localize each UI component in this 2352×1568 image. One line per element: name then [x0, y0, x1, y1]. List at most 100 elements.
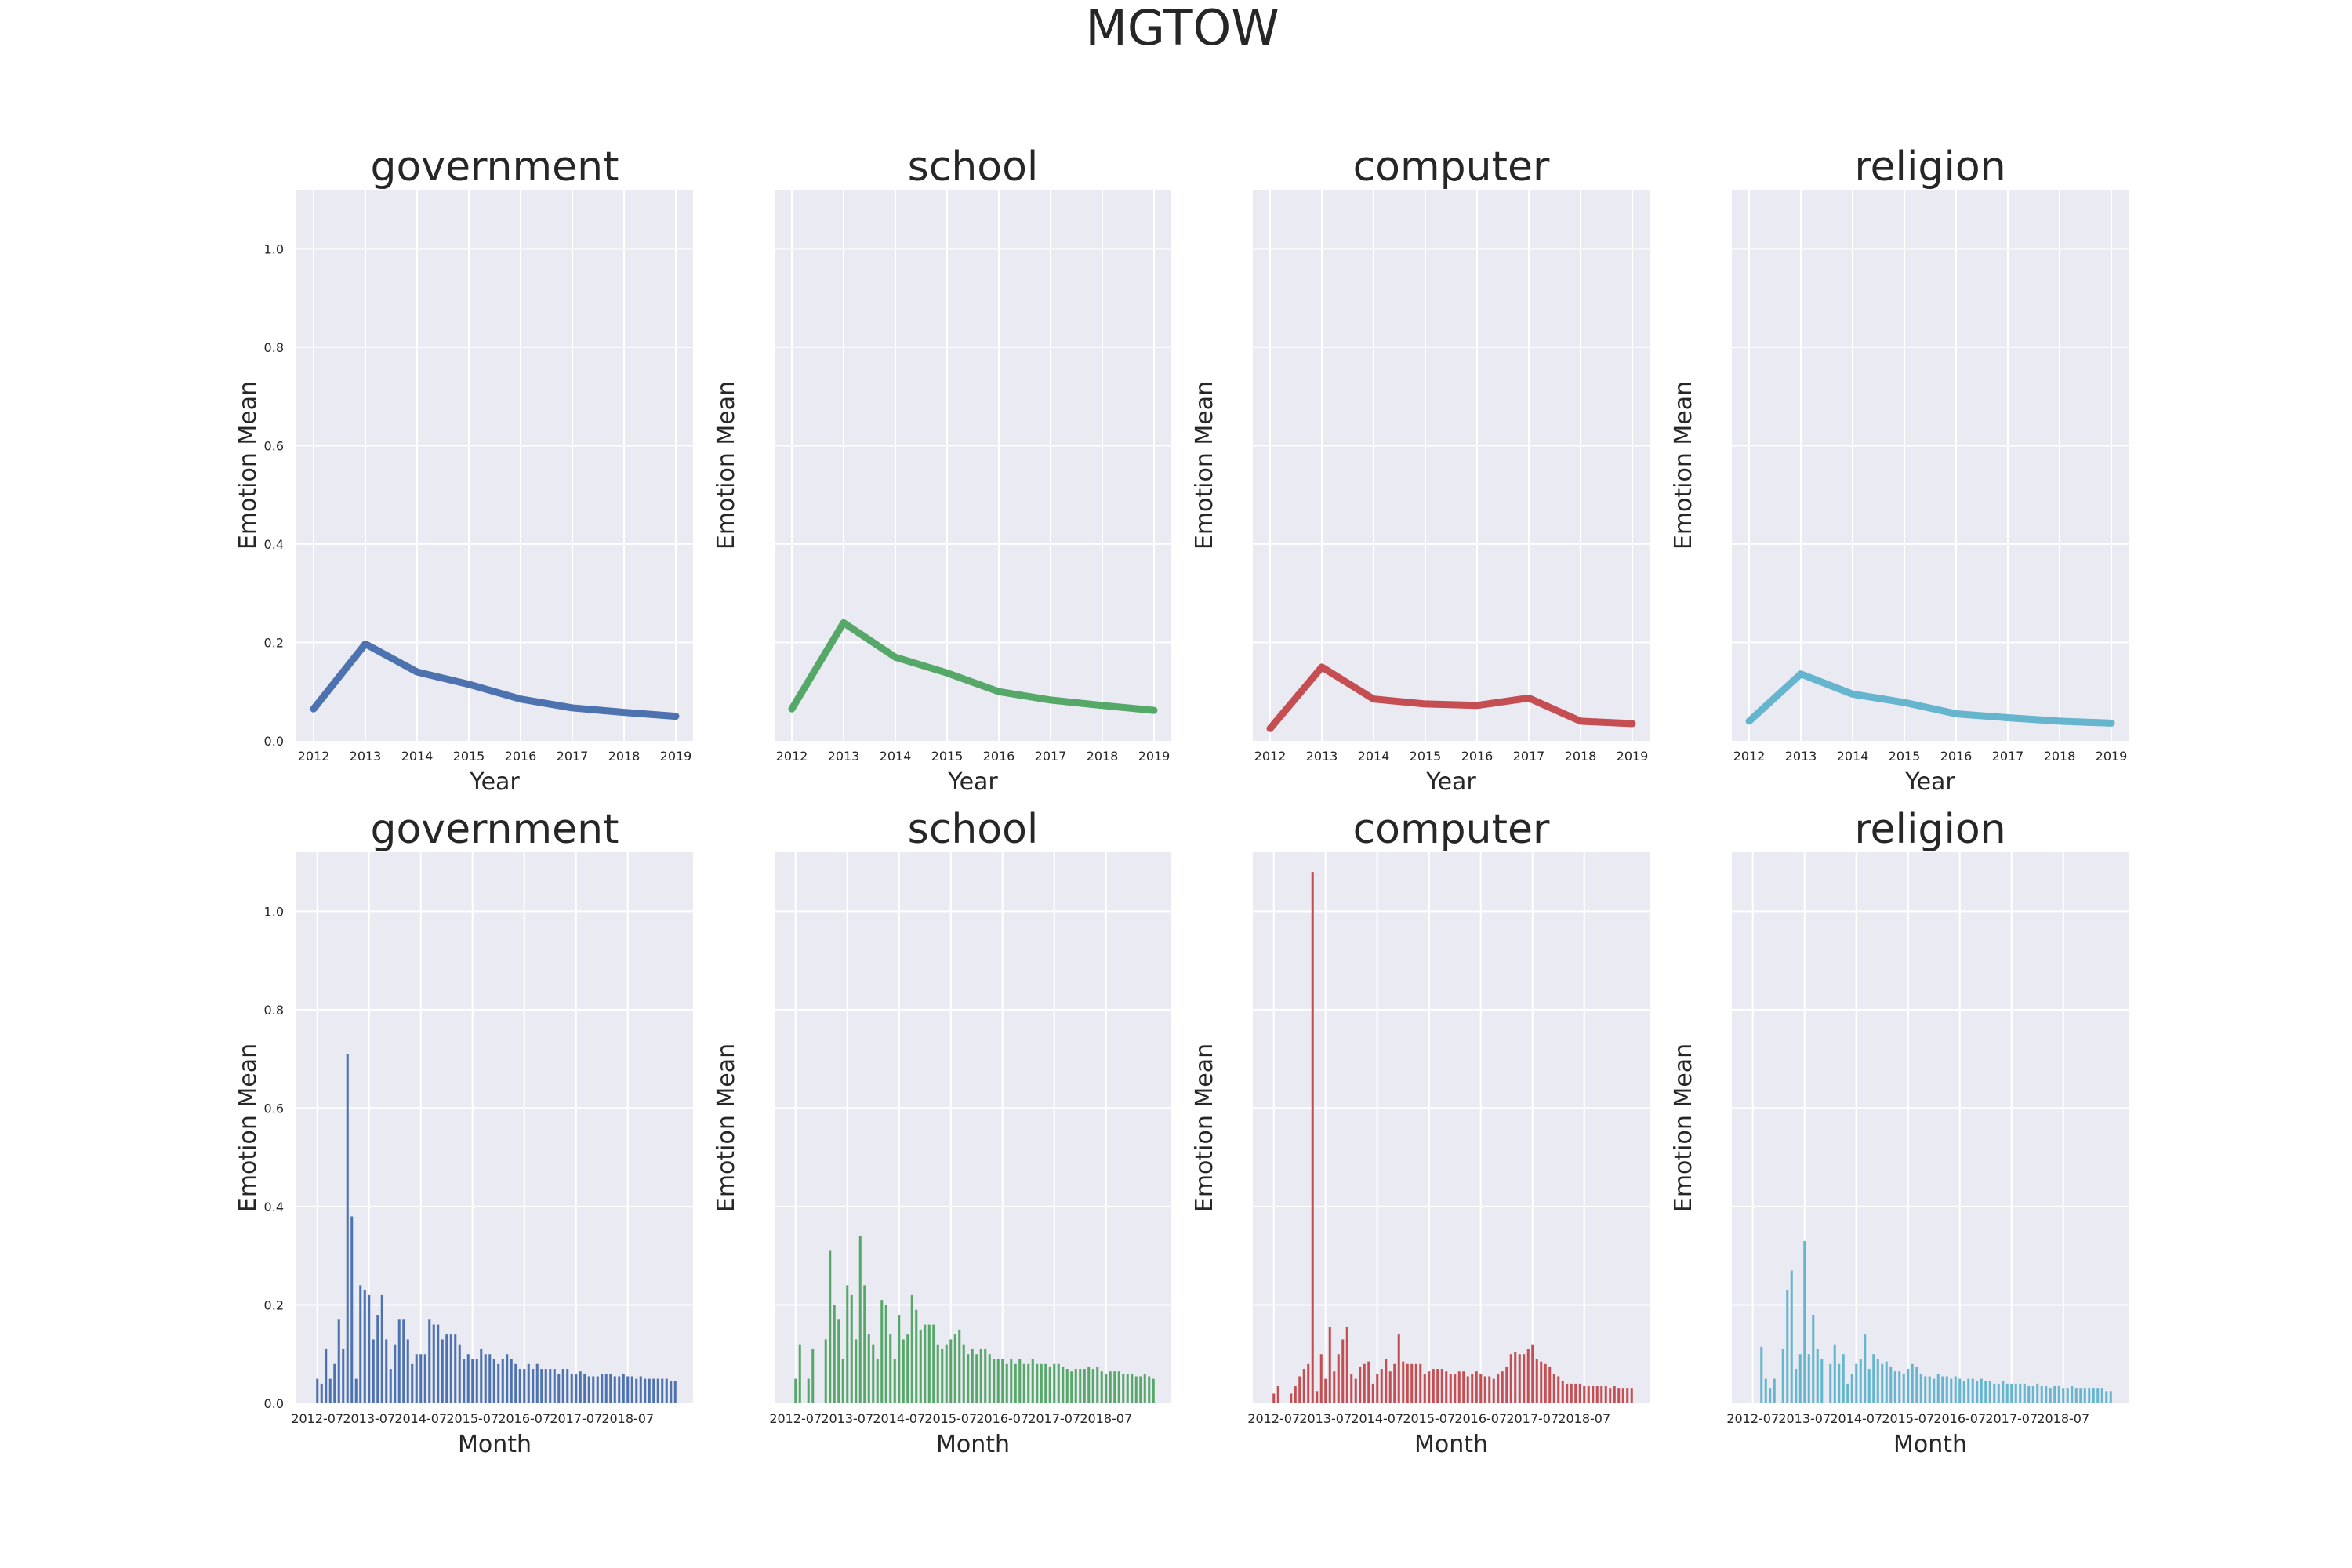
data-point: [997, 690, 1000, 693]
bar: [497, 1363, 500, 1403]
bar: [1893, 1371, 1896, 1403]
bar: [1816, 1348, 1819, 1403]
x-tick-label: 2014-07: [394, 1411, 447, 1426]
bar: [1397, 1334, 1400, 1403]
bar: [544, 1369, 547, 1403]
bar: [1083, 1369, 1086, 1403]
bar: [988, 1354, 991, 1403]
series-line: [788, 619, 1158, 714]
panel-title: school: [908, 143, 1039, 191]
bar: [484, 1354, 487, 1403]
bar: [1984, 1381, 1987, 1403]
bar: [1031, 1359, 1034, 1403]
bar: [466, 1354, 470, 1403]
y-tick-label: 0.8: [264, 340, 284, 355]
bar: [492, 1359, 495, 1403]
bar: [1898, 1371, 1901, 1403]
bar: [380, 1294, 383, 1403]
bar: [1988, 1381, 1991, 1403]
bar: [829, 1250, 832, 1403]
bar: [1971, 1378, 1974, 1403]
bar: [626, 1376, 630, 1403]
bar: [975, 1354, 978, 1403]
data-point: [519, 698, 522, 701]
bar: [876, 1359, 879, 1403]
bar: [397, 1319, 401, 1403]
bar: [902, 1339, 905, 1403]
bar: [423, 1354, 426, 1403]
bar: [1449, 1374, 1452, 1403]
bar: [415, 1354, 418, 1403]
panel-title: government: [370, 143, 619, 191]
panel-yearly-religion: religion Year Emotion Mean 2012 2013 2014 2015…: [1670, 143, 2129, 796]
bar: [2049, 1388, 2052, 1403]
bar: [841, 1359, 844, 1403]
bar: [915, 1309, 918, 1403]
bar: [794, 1378, 797, 1403]
bar: [463, 1359, 466, 1403]
bar: [1945, 1376, 1948, 1403]
x-tick-label: 2014: [1358, 749, 1390, 764]
panel-title: religion: [1854, 143, 2005, 191]
data-point: [1851, 692, 1854, 695]
bar: [1074, 1369, 1077, 1403]
bar: [1010, 1359, 1013, 1403]
bar: [1457, 1371, 1461, 1403]
x-tick-label: 2014: [401, 749, 434, 764]
bar: [1876, 1359, 1879, 1403]
bar: [389, 1369, 392, 1403]
bar: [506, 1354, 509, 1403]
y-tick-label: 1.0: [264, 241, 284, 256]
y-axis-label: Emotion Mean: [234, 1044, 262, 1212]
bar: [1126, 1374, 1129, 1403]
bar: [1790, 1270, 1793, 1403]
bar: [1307, 1363, 1310, 1403]
bar: [428, 1319, 431, 1403]
bar: [1117, 1371, 1120, 1403]
bar: [932, 1324, 935, 1403]
bar: [824, 1339, 827, 1403]
bar: [1760, 1346, 1763, 1403]
data-point: [1372, 698, 1375, 701]
bar: [570, 1374, 573, 1403]
x-tick-label: 2012: [298, 749, 330, 764]
bar: [1001, 1359, 1004, 1403]
y-tick-label: 0.6: [264, 1101, 284, 1116]
bar: [945, 1344, 948, 1403]
bar: [1139, 1376, 1142, 1403]
bar: [432, 1324, 435, 1403]
y-axis-label: Emotion Mean: [1191, 1044, 1218, 1212]
bar: [328, 1378, 332, 1403]
bar: [1941, 1376, 1944, 1403]
bar: [1526, 1348, 1530, 1403]
data-point: [1269, 727, 1272, 730]
plot-area: [775, 190, 1171, 741]
bar: [1509, 1354, 1512, 1403]
x-tick-label: 2015: [1889, 749, 1921, 764]
bar: [1337, 1354, 1340, 1403]
bar: [601, 1374, 604, 1403]
bar: [1595, 1386, 1599, 1403]
bar: [1328, 1327, 1331, 1403]
bar: [458, 1344, 461, 1403]
bar: [2079, 1388, 2082, 1403]
bar: [1483, 1376, 1486, 1403]
data-point: [894, 655, 897, 659]
bar: [1319, 1354, 1323, 1403]
bar: [1488, 1376, 1491, 1403]
bar: [967, 1354, 970, 1403]
panel-title: computer: [1353, 806, 1550, 853]
bar: [1967, 1378, 1970, 1403]
bar: [609, 1374, 612, 1403]
x-tick-label: 2016: [1461, 749, 1494, 764]
data-point: [790, 707, 793, 710]
bar: [1829, 1363, 1832, 1403]
bar: [984, 1348, 987, 1403]
bar: [1820, 1359, 1824, 1403]
x-axis-label: Month: [1893, 1431, 1967, 1458]
bar: [1134, 1376, 1138, 1403]
bar: [958, 1329, 961, 1403]
bar: [1454, 1374, 1457, 1403]
panels: 0.2 0.4 0.6 0.8 1.0 0.0 government Year Emotion …: [234, 143, 2129, 1458]
